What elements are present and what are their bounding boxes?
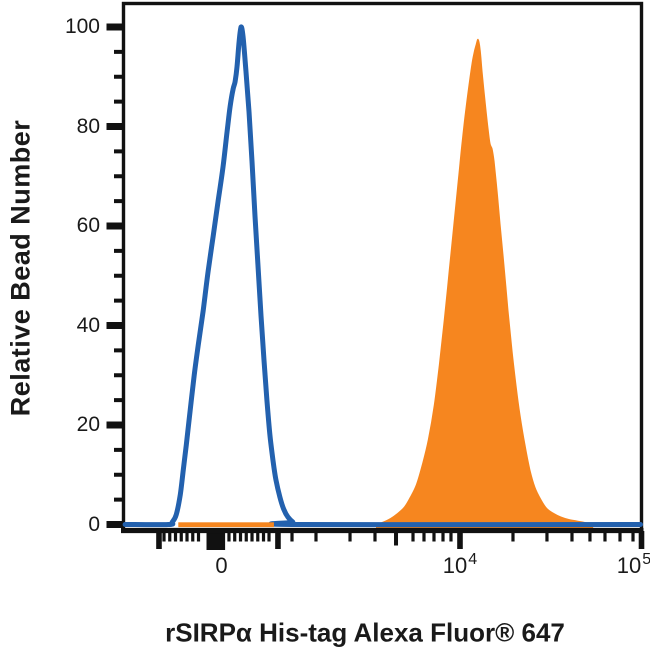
y-major-tick: [106, 23, 124, 31]
y-tick-label: 0: [88, 512, 100, 536]
x-major-tick: [275, 531, 281, 549]
x-minor-tick: [570, 531, 574, 542]
y-tick-label: 100: [64, 15, 100, 38]
x-minor-tick: [348, 531, 352, 542]
x-tick-label: 104: [442, 551, 478, 578]
blue-open-peak: [122, 24, 643, 528]
x-minor-tick: [449, 531, 453, 542]
x-tick-exponent: 4: [468, 551, 478, 568]
x-tick-label: 0: [215, 553, 228, 578]
y-major-tick: [106, 123, 124, 130]
y-tick-label: 40: [76, 313, 100, 337]
x-medium-tick: [394, 531, 399, 546]
y-major-tick: [106, 222, 124, 230]
orange-filled-peak: [376, 38, 594, 530]
y-minor-tick: [114, 298, 124, 303]
x-zero-tick: [206, 531, 226, 550]
y-minor-tick: [114, 99, 124, 104]
x-minor-tick: [314, 531, 318, 542]
x-minor-tick: [179, 531, 183, 542]
y-minor-tick: [114, 373, 124, 378]
x-minor-tick: [196, 531, 201, 542]
x-minor-tick: [244, 531, 248, 542]
y-minor-tick: [114, 472, 124, 477]
x-minor-tick: [227, 531, 231, 542]
y-major-tick: [106, 521, 124, 528]
x-tick-label: 105: [616, 551, 650, 578]
y-minor-tick: [114, 248, 124, 253]
y-tick-label: 60: [76, 214, 100, 237]
y-minor-tick: [114, 447, 124, 452]
x-minor-tick: [162, 531, 166, 542]
x-minor-tick: [545, 531, 549, 542]
x-major-tick: [457, 531, 463, 549]
y-tick-label: 20: [76, 413, 100, 436]
x-minor-tick: [250, 531, 254, 542]
y-major-tick: [106, 421, 124, 429]
x-minor-tick: [256, 531, 260, 542]
x-minor-tick: [432, 531, 436, 542]
x-minor-tick: [267, 531, 271, 542]
x-major-tick: [156, 531, 162, 549]
x-minor-tick: [373, 531, 377, 542]
x-minor-tick: [422, 531, 426, 542]
y-tick-label: 80: [76, 114, 100, 138]
orange-zero-strip: [178, 522, 274, 528]
x-minor-tick: [618, 531, 622, 542]
x-minor-tick: [290, 531, 294, 542]
y-minor-tick: [114, 49, 124, 54]
x-minor-tick: [191, 531, 195, 542]
x-tick-exponent: 5: [642, 551, 650, 568]
x-minor-tick: [168, 531, 172, 542]
y-minor-tick: [114, 174, 124, 179]
x-minor-tick: [588, 531, 592, 542]
x-minor-tick: [511, 531, 515, 542]
y-minor-tick: [114, 398, 124, 403]
y-minor-tick: [114, 74, 124, 79]
y-minor-tick: [114, 273, 124, 278]
y-minor-tick: [114, 497, 124, 502]
x-minor-tick: [603, 531, 607, 542]
x-minor-tick: [261, 531, 266, 542]
x-minor-tick: [173, 531, 178, 542]
x-minor-tick: [185, 531, 189, 542]
x-axis-title: rSIRPα His-tag Alexa Fluor® 647: [165, 617, 565, 648]
y-major-tick: [106, 322, 124, 329]
x-minor-tick: [233, 531, 237, 542]
x-minor-tick: [238, 531, 243, 542]
y-minor-tick: [114, 348, 124, 353]
x-major-tick: [638, 531, 645, 549]
x-minor-tick: [411, 531, 415, 542]
y-minor-tick: [114, 149, 124, 154]
y-axis-title: Relative Bead Number: [5, 119, 36, 417]
x-minor-tick: [631, 531, 635, 542]
x-minor-tick: [441, 531, 445, 542]
plot-frame: [121, 1, 644, 533]
y-minor-tick: [114, 199, 124, 204]
